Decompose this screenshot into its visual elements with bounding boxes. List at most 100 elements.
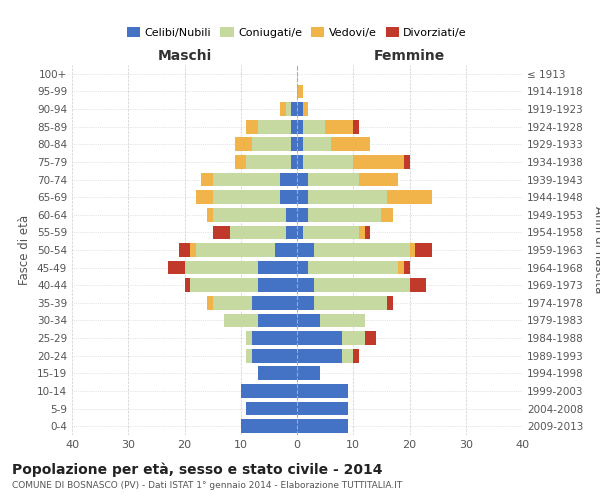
Bar — [292, 102, 297, 116]
Bar — [325, 120, 353, 134]
Text: Maschi: Maschi — [157, 49, 212, 63]
Bar — [252, 138, 292, 151]
Bar — [331, 138, 370, 151]
Bar — [212, 172, 280, 186]
Bar — [247, 155, 292, 169]
Bar — [229, 226, 286, 239]
Bar — [297, 331, 342, 345]
Bar — [308, 260, 398, 274]
Bar — [252, 296, 297, 310]
Y-axis label: Anni di nascita: Anni di nascita — [592, 206, 600, 294]
Bar — [297, 349, 342, 362]
Bar — [297, 120, 302, 134]
Bar — [297, 155, 302, 169]
Bar — [308, 208, 382, 222]
Bar — [387, 296, 392, 310]
Bar — [387, 190, 432, 204]
Bar — [247, 331, 252, 345]
Legend: Celibi/Nubili, Coniugati/e, Vedovi/e, Divorziati/e: Celibi/Nubili, Coniugati/e, Vedovi/e, Di… — [122, 22, 472, 42]
Bar — [280, 190, 297, 204]
Bar — [252, 331, 297, 345]
Bar — [365, 226, 370, 239]
Bar — [179, 243, 190, 257]
Bar — [297, 366, 320, 380]
Bar — [314, 296, 387, 310]
Bar — [302, 120, 325, 134]
Bar — [365, 331, 376, 345]
Text: COMUNE DI BOSNASCO (PV) - Dati ISTAT 1° gennaio 2014 - Elaborazione TUTTITALIA.I: COMUNE DI BOSNASCO (PV) - Dati ISTAT 1° … — [12, 481, 402, 490]
Text: Popolazione per età, sesso e stato civile - 2014: Popolazione per età, sesso e stato civil… — [12, 462, 383, 477]
Bar — [257, 366, 297, 380]
Bar — [297, 138, 302, 151]
Bar — [196, 190, 212, 204]
Bar — [212, 208, 286, 222]
Bar — [359, 172, 398, 186]
Bar — [404, 155, 409, 169]
Bar — [286, 208, 297, 222]
Bar — [235, 138, 252, 151]
Bar — [297, 102, 302, 116]
Bar — [342, 331, 365, 345]
Bar — [297, 190, 308, 204]
Bar — [212, 190, 280, 204]
Bar — [275, 243, 297, 257]
Bar — [280, 102, 286, 116]
Bar — [297, 296, 314, 310]
Bar — [292, 120, 297, 134]
Bar — [212, 226, 229, 239]
Bar — [257, 260, 297, 274]
Y-axis label: Fasce di età: Fasce di età — [19, 215, 31, 285]
Bar — [247, 402, 297, 415]
Bar — [297, 384, 347, 398]
Bar — [196, 243, 275, 257]
Bar — [297, 278, 314, 292]
Bar — [302, 155, 353, 169]
Bar — [409, 243, 415, 257]
Bar — [297, 208, 308, 222]
Bar — [342, 349, 353, 362]
Bar — [207, 208, 212, 222]
Bar — [353, 155, 404, 169]
Bar — [292, 138, 297, 151]
Bar — [235, 155, 247, 169]
Bar — [302, 138, 331, 151]
Bar — [302, 102, 308, 116]
Bar — [404, 260, 409, 274]
Bar — [320, 314, 365, 328]
Bar — [359, 226, 365, 239]
Bar — [257, 120, 292, 134]
Bar — [185, 260, 257, 274]
Bar — [257, 314, 297, 328]
Text: Femmine: Femmine — [374, 49, 445, 63]
Bar — [409, 278, 427, 292]
Bar — [202, 172, 212, 186]
Bar — [224, 314, 257, 328]
Bar — [302, 226, 359, 239]
Bar — [286, 226, 297, 239]
Bar — [398, 260, 404, 274]
Bar — [207, 296, 212, 310]
Bar — [314, 278, 409, 292]
Bar — [382, 208, 392, 222]
Bar — [247, 349, 252, 362]
Bar — [185, 278, 190, 292]
Bar — [241, 420, 297, 433]
Bar — [308, 190, 387, 204]
Bar — [252, 349, 297, 362]
Bar — [297, 420, 347, 433]
Bar — [353, 120, 359, 134]
Bar — [297, 172, 308, 186]
Bar — [190, 278, 257, 292]
Bar — [297, 314, 320, 328]
Bar — [241, 384, 297, 398]
Bar — [415, 243, 432, 257]
Bar — [286, 102, 292, 116]
Bar — [314, 243, 409, 257]
Bar — [297, 84, 302, 98]
Bar — [212, 296, 252, 310]
Bar — [297, 243, 314, 257]
Bar — [353, 349, 359, 362]
Bar — [297, 226, 302, 239]
Bar — [190, 243, 196, 257]
Bar — [257, 278, 297, 292]
